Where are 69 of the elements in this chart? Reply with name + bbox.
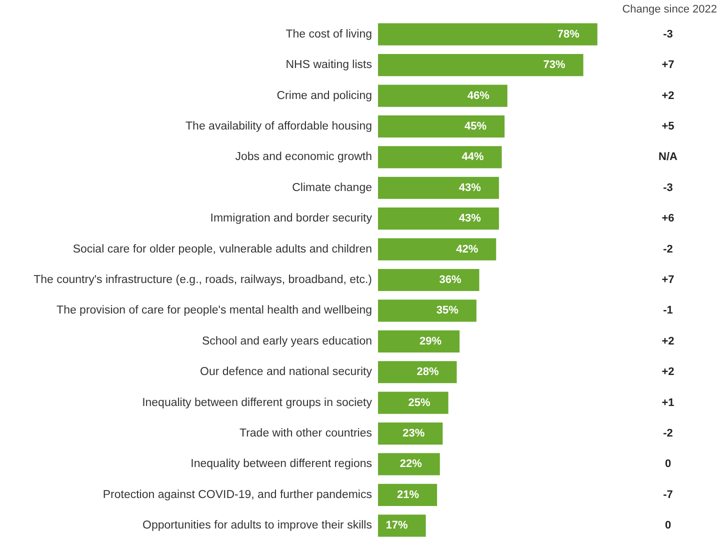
bar bbox=[378, 176, 499, 199]
bar bbox=[378, 361, 457, 384]
y-tick-label: Opportunities for adults to improve their skills bbox=[142, 520, 372, 532]
bar bbox=[378, 208, 499, 230]
data-label: 29% bbox=[420, 335, 442, 348]
y-tick-label: School and early years education bbox=[202, 335, 372, 348]
y-tick-label: Inequality between different groups in society bbox=[142, 396, 372, 409]
bar bbox=[378, 238, 496, 260]
y-tick-label: The cost of living bbox=[286, 28, 372, 40]
text: +7 bbox=[662, 59, 674, 72]
data-label: 42% bbox=[456, 243, 478, 256]
bar bbox=[378, 484, 438, 506]
y-tick-label: Social care for older people, vulnerable adults and children bbox=[72, 243, 372, 256]
bar bbox=[378, 392, 448, 414]
data-label: 25% bbox=[408, 396, 431, 409]
data-label: 43% bbox=[458, 182, 482, 194]
y-tick-label: Inequality between different regions bbox=[190, 458, 372, 470]
y-tick-label: Protection against COVID-19, and further pandemics bbox=[102, 488, 372, 501]
data-label: 28% bbox=[416, 366, 439, 378]
text: -2 bbox=[663, 428, 673, 440]
data-label: 45% bbox=[464, 120, 487, 132]
text: +2 bbox=[662, 366, 674, 378]
data-label: 21% bbox=[397, 488, 420, 501]
data-label: 44% bbox=[462, 151, 484, 164]
text: -2 bbox=[663, 243, 673, 256]
data-label: 73% bbox=[543, 59, 566, 72]
text: +6 bbox=[662, 212, 674, 225]
y-tick-label: Trade with other countries bbox=[239, 428, 372, 440]
y-tick-label: Jobs and economic growth bbox=[235, 151, 372, 164]
text: 0 bbox=[664, 458, 672, 470]
text: +2 bbox=[662, 335, 674, 348]
data-label: 36% bbox=[439, 274, 462, 286]
y-tick-label: Our defence and national security bbox=[200, 366, 372, 378]
text: -3 bbox=[663, 28, 673, 40]
data-label: 78% bbox=[557, 28, 580, 40]
data-label: 22% bbox=[400, 458, 422, 470]
bar bbox=[378, 146, 502, 168]
y-tick-label: NHS waiting lists bbox=[286, 59, 372, 72]
text: 0 bbox=[664, 520, 672, 532]
y-tick-label: The provision of care for people's mental health and wellbeing bbox=[56, 304, 372, 317]
text: +1 bbox=[662, 396, 674, 409]
bar bbox=[378, 115, 505, 138]
y-tick-label: The availability of affordable housing bbox=[186, 120, 372, 132]
bar bbox=[378, 300, 476, 322]
data-label: 46% bbox=[467, 90, 490, 102]
data-label: 23% bbox=[402, 428, 425, 440]
bar bbox=[378, 453, 440, 476]
bar bbox=[378, 84, 508, 107]
bar bbox=[378, 268, 480, 292]
bar bbox=[378, 514, 426, 537]
data-label: 35% bbox=[436, 304, 459, 317]
text: +2 bbox=[662, 90, 674, 102]
text: Change since 2022 bbox=[622, 4, 718, 16]
bar bbox=[378, 54, 584, 76]
bar bbox=[378, 23, 598, 46]
y-tick-label: Climate change bbox=[292, 182, 372, 194]
data-label: 43% bbox=[458, 212, 482, 225]
text: N/A bbox=[658, 151, 678, 164]
data-label: 17% bbox=[386, 520, 408, 532]
text: -3 bbox=[663, 182, 673, 194]
text: +5 bbox=[662, 120, 674, 132]
bar bbox=[378, 422, 443, 445]
y-tick-label: Crime and policing bbox=[276, 90, 372, 102]
y-tick-label: The country's infrastructure (e.g., roads, railways, broadband, etc.) bbox=[34, 274, 372, 286]
bar bbox=[378, 330, 460, 352]
text: +7 bbox=[662, 274, 674, 286]
y-tick-label: Immigration and border security bbox=[210, 212, 372, 225]
text: -1 bbox=[663, 304, 673, 317]
text: -7 bbox=[663, 488, 673, 501]
